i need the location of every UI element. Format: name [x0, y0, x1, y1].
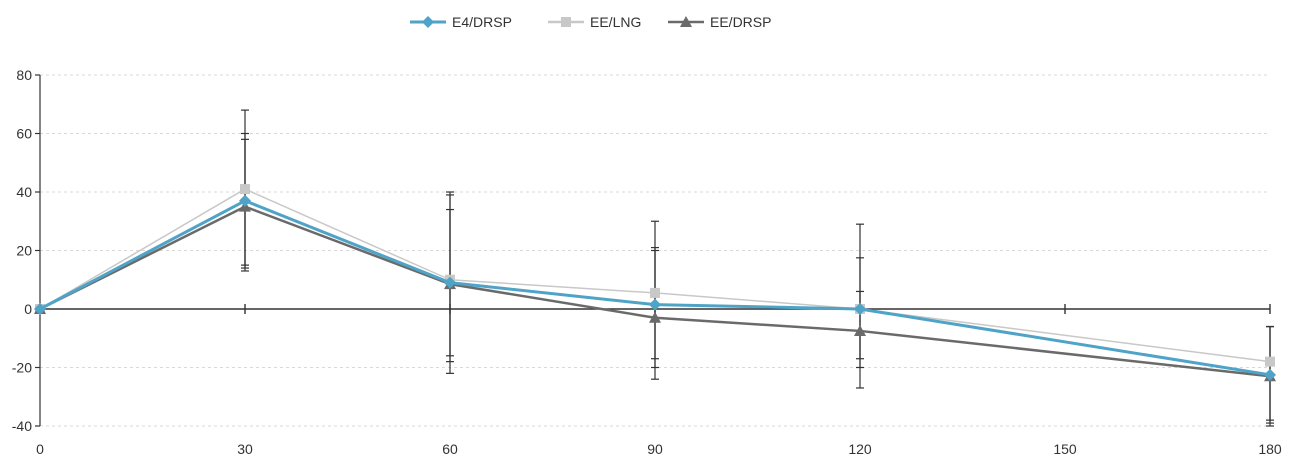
- legend-marker: [680, 16, 692, 27]
- y-tick-label: 40: [16, 184, 32, 200]
- series-line-ee-lng: [39, 188, 1271, 363]
- axes: -40 -20 0 20 40 60 80 0 30 60 90 120 150 180: [12, 67, 1282, 457]
- series-line-ee-drsp: [39, 205, 1271, 378]
- error-bars: [241, 109, 1274, 427]
- series-lines: [34, 184, 1276, 382]
- x-tick-label: 120: [848, 441, 872, 457]
- data-point-ee-lng: [240, 184, 250, 195]
- legend-marker: [561, 17, 571, 27]
- data-point-e4-drsp: [444, 276, 456, 289]
- data-point-ee-lng: [1265, 356, 1275, 367]
- data-point-ee-drsp: [649, 311, 661, 323]
- y-tick-label: -40: [12, 418, 32, 434]
- x-tick-label: 90: [647, 441, 663, 457]
- legend-label: EE/LNG: [590, 14, 641, 30]
- x-tick-label: 0: [36, 441, 44, 457]
- y-tick-label: 0: [24, 301, 32, 317]
- y-tick-label: 20: [16, 243, 32, 259]
- x-tick-label: 30: [237, 441, 253, 457]
- series-line-e4-drsp: [39, 199, 1271, 377]
- legend-label: E4/DRSP: [452, 14, 512, 30]
- data-point-e4-drsp: [1264, 368, 1276, 381]
- data-point-e4-drsp: [854, 303, 866, 315]
- legend-label: EE/DRSP: [710, 14, 771, 30]
- data-point-e4-drsp: [239, 194, 251, 207]
- y-tick-label: 60: [16, 126, 32, 142]
- x-tick-label: 180: [1258, 441, 1282, 457]
- legend: E4/DRSP EE/LNG EE/DRSP: [410, 14, 771, 30]
- data-point-e4-drsp: [649, 298, 661, 311]
- x-tick-label: 150: [1053, 441, 1077, 457]
- y-tick-label: 80: [16, 67, 32, 83]
- data-point-e4-drsp: [34, 303, 46, 315]
- data-point-ee-lng: [650, 287, 660, 298]
- x-tick-label: 60: [442, 441, 458, 457]
- y-tick-label: -20: [12, 360, 32, 376]
- legend-marker: [422, 16, 434, 28]
- data-point-ee-drsp: [854, 324, 866, 336]
